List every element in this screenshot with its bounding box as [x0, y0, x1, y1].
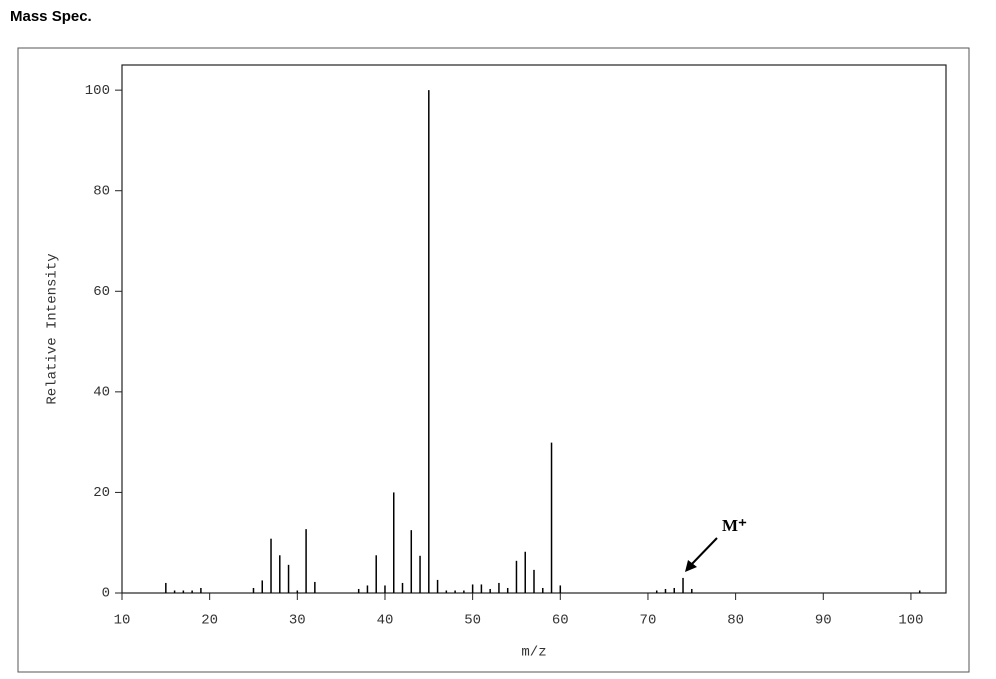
- y-tick-label: 40: [93, 385, 110, 401]
- y-tick-label: 20: [93, 485, 110, 501]
- y-axis-label: Relative Intensity: [45, 253, 61, 404]
- x-tick-label: 50: [464, 613, 481, 629]
- x-tick-label: 30: [289, 613, 306, 629]
- x-tick-label: 100: [898, 613, 923, 629]
- annotation-arrow: [689, 537, 718, 567]
- x-tick-label: 40: [377, 613, 394, 629]
- y-tick-label: 100: [85, 83, 110, 99]
- plot-area: [121, 64, 947, 594]
- x-tick-label: 60: [552, 613, 569, 629]
- chart-frame: [17, 47, 970, 673]
- annotation: M⁺: [722, 516, 747, 535]
- annotation-arrowhead: [685, 560, 697, 572]
- y-tick-label: 0: [102, 586, 110, 602]
- x-tick-label: 20: [201, 613, 218, 629]
- x-tick-label: 10: [114, 613, 131, 629]
- x-tick-label: 90: [815, 613, 832, 629]
- x-axis-label: m/z: [521, 645, 546, 661]
- x-tick-label: 70: [640, 613, 657, 629]
- y-tick-label: 60: [93, 284, 110, 300]
- y-tick-label: 80: [93, 183, 110, 199]
- page-title: Mass Spec.: [10, 8, 92, 25]
- x-tick-label: 80: [727, 613, 744, 629]
